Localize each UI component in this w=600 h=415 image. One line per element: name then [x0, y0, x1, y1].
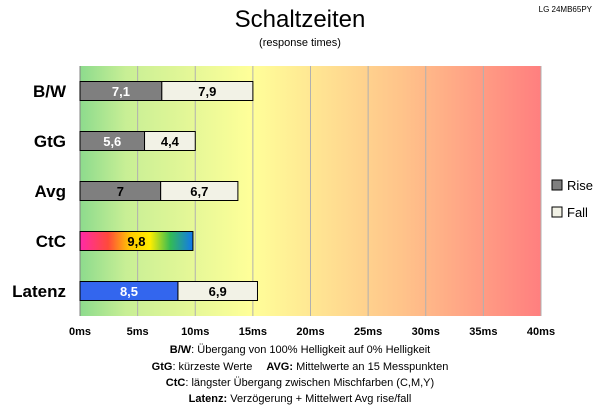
- footnote-bw: B/W: Übergang von 100% Helligkeit auf 0%…: [170, 344, 430, 356]
- legend-swatch-rise: [551, 179, 563, 191]
- x-tick-label-40: 40ms: [527, 326, 555, 338]
- x-tick-label-15: 15ms: [239, 326, 267, 338]
- category-label-ctc: CtC: [36, 232, 66, 251]
- footnote-latenz-key: Latenz:: [189, 393, 228, 405]
- x-tick-label-35: 35ms: [469, 326, 497, 338]
- x-tick-label-30: 30ms: [412, 326, 440, 338]
- legend-label-fall: Fall: [567, 205, 588, 220]
- legend: Rise Fall: [551, 178, 593, 220]
- footnote-bw-key: B/W: [170, 344, 192, 356]
- legend-swatch-fall: [551, 206, 563, 218]
- footnote-ctc: CtC: längster Übergang zwischen Mischfar…: [166, 377, 434, 389]
- category-labels: B/W GtG Avg CtC Latenz: [12, 82, 67, 301]
- footnote-ctc-key: CtC: [166, 377, 186, 389]
- bar-fall-label-gtg: 4,4: [161, 134, 180, 149]
- bar-fall-b-w: [161, 81, 254, 101]
- footnote-gtg-avg: GtG: kürzeste Werte AVG: Mittelwerte an 1…: [152, 361, 449, 373]
- bar-fall-label-b-w: 7,9: [198, 84, 216, 99]
- bar-fall-gtg: [144, 131, 196, 151]
- x-tick-label-5: 5ms: [127, 326, 149, 338]
- category-label-b-w: B/W: [33, 82, 67, 101]
- bars: 7,1 7,9 5,6 4,4 7 6,7 9,8 8,5 6,9: [79, 81, 258, 301]
- bar-rise-label-avg: 7: [117, 184, 124, 199]
- footnotes: B/W: Übergang von 100% Helligkeit auf 0%…: [152, 344, 449, 405]
- footnote-avg-text: Mittelwerte an 15 Messpunkten: [293, 361, 448, 373]
- bar-fall-label-avg: 6,7: [190, 184, 208, 199]
- category-label-gtg: GtG: [34, 132, 66, 151]
- chart-subtitle: (response times): [259, 37, 341, 49]
- x-tick-label-25: 25ms: [354, 326, 382, 338]
- bar-rise-ctc: [79, 231, 194, 251]
- x-axis: 0ms 5ms 10ms 15ms 20ms 25ms 30ms 35ms 40ms: [69, 326, 555, 338]
- bar-rise-label-gtg: 5,6: [103, 134, 121, 149]
- bar-rise-label-b-w: 7,1: [112, 84, 130, 99]
- x-tick-label-10: 10ms: [181, 326, 209, 338]
- x-tick-label-20: 20ms: [296, 326, 324, 338]
- bar-fall-avg: [160, 181, 239, 201]
- category-label-avg: Avg: [35, 182, 67, 201]
- bar-fall-latenz: [177, 281, 258, 301]
- footnote-latenz: Latenz: Verzögerung + Mittelwert Avg ris…: [189, 393, 412, 405]
- bar-rise-label-latenz: 8,5: [120, 284, 138, 299]
- footnote-avg-key: AVG:: [266, 361, 293, 373]
- model-label: LG 24MB65PY: [539, 5, 593, 14]
- footnote-gtg-text: : kürzeste Werte: [172, 361, 252, 373]
- category-label-latenz: Latenz: [12, 282, 66, 301]
- bar-fall-label-latenz: 6,9: [209, 284, 227, 299]
- footnote-gtg-key: GtG: [152, 361, 173, 373]
- footnote-latenz-text: Verzögerung + Mittelwert Avg rise/fall: [227, 393, 411, 405]
- legend-label-rise: Rise: [567, 178, 593, 193]
- x-tick-label-0: 0ms: [69, 326, 91, 338]
- chart-title: Schaltzeiten: [235, 6, 366, 33]
- footnote-bw-text: : Übergang von 100% Helligkeit auf 0% He…: [191, 344, 430, 356]
- footnote-ctc-text: : längster Übergang zwischen Mischfarben…: [185, 377, 434, 389]
- bar-rise-label-ctc: 9,8: [127, 234, 145, 249]
